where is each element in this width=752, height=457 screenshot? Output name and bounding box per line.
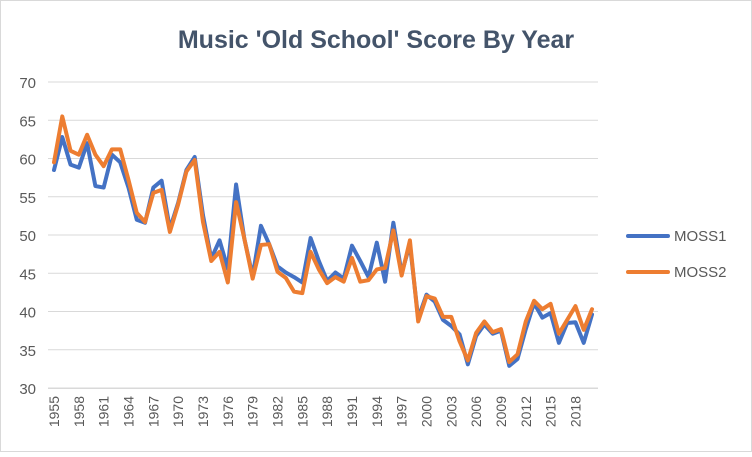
x-tick-label: 1979 [245, 396, 261, 427]
x-tick-label: 1964 [120, 396, 136, 427]
x-tick-label: 1961 [96, 396, 112, 427]
x-tick-label: 1991 [344, 396, 360, 427]
y-tick-label: 60 [19, 152, 36, 169]
x-tick-label: 1958 [71, 396, 87, 427]
x-tick-label: 2018 [567, 396, 583, 427]
x-tick-label: 2012 [518, 396, 534, 427]
x-tick-label: 1997 [394, 396, 410, 427]
y-tick-label: 65 [19, 113, 36, 130]
x-tick-label: 2003 [443, 396, 459, 427]
gridlines [48, 81, 598, 389]
legend-label: MOSS1 [674, 228, 727, 245]
x-tick-label: 1994 [369, 396, 385, 427]
x-tick-label: 2006 [468, 396, 484, 427]
legend: MOSS1 MOSS2 [626, 228, 727, 281]
y-axis: 30 35 40 45 50 55 60 65 70 [19, 75, 36, 398]
x-axis: 1955 1958 1961 1964 1967 1970 1973 1976 1979 1982… [46, 388, 598, 427]
plot-area [52, 114, 594, 368]
x-tick-label: 1985 [294, 396, 310, 427]
y-tick-label: 40 [19, 305, 36, 322]
x-tick-label: 1970 [170, 396, 186, 427]
x-tick-label: 1988 [319, 396, 335, 427]
x-tick-label: 1967 [145, 396, 161, 427]
x-tick-label: 1955 [46, 396, 62, 427]
x-tick-label: 2015 [543, 396, 559, 427]
y-tick-label: 35 [19, 343, 36, 360]
x-tick-label: 1982 [269, 396, 285, 427]
chart-title: Music 'Old School' Score By Year [178, 26, 575, 54]
y-tick-label: 30 [19, 381, 36, 398]
y-tick-label: 55 [19, 190, 36, 207]
y-tick-label: 70 [19, 75, 36, 92]
y-tick-label: 50 [19, 228, 36, 245]
x-tick-label: 1976 [220, 396, 236, 427]
x-tick-label: 2009 [493, 396, 509, 427]
series-line-moss2 [52, 114, 594, 364]
y-tick-label: 45 [19, 266, 36, 283]
x-tick-label: 1973 [195, 396, 211, 427]
legend-label: MOSS2 [674, 264, 727, 281]
x-tick-label: 2000 [418, 396, 434, 427]
